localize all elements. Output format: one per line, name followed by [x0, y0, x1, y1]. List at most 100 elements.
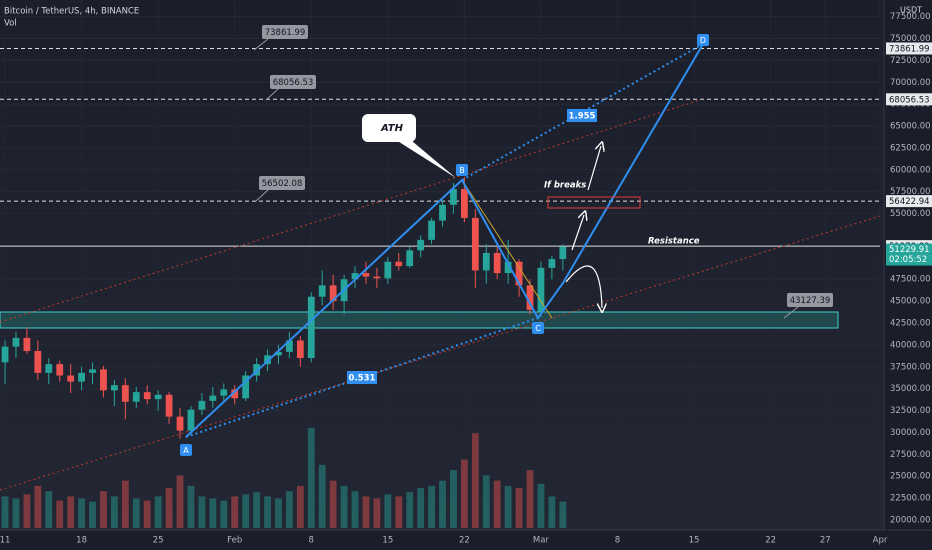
- level-note: 43127.39: [790, 296, 831, 306]
- level-note: 68056.53: [273, 78, 314, 88]
- candle-body: [12, 337, 20, 347]
- candle-body: [1, 346, 9, 363]
- level-note: 56502.08: [262, 179, 303, 189]
- support-zone: [0, 311, 839, 329]
- volume-bar: [176, 475, 184, 528]
- volume-bar: [406, 492, 414, 528]
- y-tick-label: 22500.00: [890, 494, 931, 504]
- volume-bar: [526, 470, 534, 528]
- candle-body: [526, 285, 534, 310]
- candle-body: [318, 285, 326, 297]
- ratio-box: [347, 371, 377, 384]
- countdown-label: 02:05:52: [889, 255, 927, 265]
- grid: [0, 16, 880, 521]
- candle-body: [439, 204, 446, 221]
- candle-body: [515, 261, 523, 286]
- y-tick-label: 42500.00: [890, 318, 931, 328]
- candle-body: [351, 273, 359, 280]
- y-tick-label: 32500.00: [890, 406, 931, 416]
- volume-bar: [340, 485, 348, 528]
- x-tick-label: Apr: [873, 536, 888, 546]
- channel-lower: [0, 215, 881, 491]
- volume-bar: [384, 494, 392, 528]
- y-tick-label: 75000.00: [890, 34, 931, 44]
- text-note: Resistance: [648, 237, 700, 247]
- x-tick-label: 8: [615, 536, 620, 546]
- x-tick-label: 15: [689, 536, 700, 546]
- volume: [1, 428, 567, 528]
- volume-bar: [296, 485, 304, 528]
- candle-body: [231, 389, 239, 399]
- y-tick-label: 27500.00: [890, 450, 931, 460]
- y-tick-label: 60000.00: [890, 165, 931, 175]
- point-box: [180, 444, 192, 456]
- candle-body: [56, 364, 64, 376]
- y-tick-label: 45000.00: [890, 297, 931, 307]
- breakout-box: [547, 196, 641, 209]
- channel-upper: [0, 99, 701, 323]
- price-tag: [886, 93, 932, 106]
- volume-bar: [275, 498, 282, 528]
- volume-bar: [373, 498, 381, 528]
- candle-body: [220, 389, 228, 396]
- volume-bar: [395, 496, 403, 528]
- volume-bar: [362, 496, 370, 528]
- candle-body: [165, 394, 173, 417]
- volume-bar: [286, 491, 293, 528]
- price-tag: [886, 195, 932, 208]
- candle-body: [67, 375, 75, 382]
- candle-body: [286, 340, 293, 352]
- candle-body: [111, 385, 118, 391]
- arrow-up: [587, 146, 601, 191]
- candle-body: [417, 239, 425, 251]
- x-tick-label: 25: [153, 536, 164, 546]
- candle-body: [198, 400, 206, 410]
- symbol-title: Bitcoin / TetherUS, 4h, BINANCE: [4, 7, 139, 17]
- candle-body: [559, 246, 567, 260]
- price-tag-label: 73861.99: [889, 44, 930, 54]
- volume-bar: [89, 501, 96, 528]
- volume-bar: [23, 494, 31, 528]
- volume-bar: [264, 496, 271, 528]
- x-tick-label: 18: [76, 536, 87, 546]
- candle-body: [406, 250, 414, 267]
- candle-body: [373, 276, 381, 279]
- candle-body: [242, 375, 250, 399]
- candle-body: [23, 337, 31, 351]
- volume-bar: [165, 488, 173, 528]
- x-tick-label: Feb: [227, 536, 242, 546]
- volume-bar: [187, 485, 195, 528]
- x-tick-label: 22: [765, 536, 776, 546]
- volume-bar: [318, 464, 326, 528]
- candle-body: [89, 369, 96, 373]
- volume-bar: [460, 459, 468, 528]
- x-tick-label: 8: [309, 536, 314, 546]
- price-tag: [886, 42, 932, 55]
- volume-bar: [67, 496, 75, 528]
- volume-bar: [450, 470, 457, 528]
- ratio-label: 0.531: [349, 374, 376, 384]
- y-tick-label: 65000.00: [890, 122, 931, 132]
- candle-body: [307, 296, 315, 359]
- volume-bar: [307, 428, 315, 528]
- x-tick-label: 15: [382, 536, 393, 546]
- arrow-down: [565, 265, 602, 308]
- volume-bar: [154, 496, 162, 528]
- note-connector: [265, 88, 279, 101]
- x-tick-label: 11: [0, 536, 10, 546]
- volume-bar: [548, 496, 556, 528]
- point-label: A: [183, 446, 189, 455]
- volume-bar: [56, 500, 64, 528]
- point-box: [532, 322, 544, 334]
- x-tick-label: 27: [820, 536, 831, 546]
- candle-body: [253, 364, 260, 376]
- note-box: [262, 25, 308, 39]
- point-box: [456, 164, 468, 176]
- volume-bar: [1, 496, 9, 528]
- candle-body: [384, 261, 392, 279]
- point-label: B: [459, 166, 465, 175]
- trend-line: [461, 179, 553, 319]
- candle-body: [132, 392, 140, 402]
